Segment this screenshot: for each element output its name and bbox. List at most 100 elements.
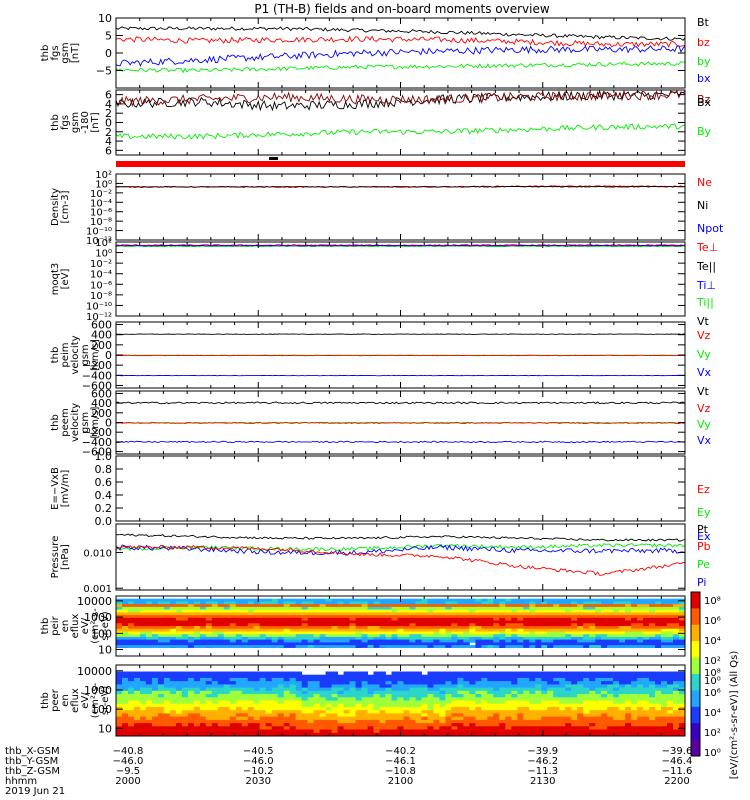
heatmap-cell	[205, 620, 213, 624]
heatmap-cell	[265, 626, 273, 630]
heatmap-cell	[601, 716, 608, 721]
heatmap-cell	[547, 623, 554, 627]
heatmap-cell	[631, 612, 638, 616]
heatmap-cell	[529, 694, 536, 698]
heatmap-cell	[145, 684, 153, 688]
heatmap-cell	[253, 601, 261, 605]
heatmap-cell	[637, 628, 644, 632]
heatmap-cell	[553, 713, 560, 717]
heatmap-cell	[367, 636, 374, 640]
heatmap-cell	[241, 671, 249, 676]
heatmap-cell	[553, 684, 560, 688]
heatmap-cell	[349, 703, 356, 708]
heatmap-cell	[151, 729, 159, 734]
heatmap-cell	[163, 634, 171, 638]
heatmap-cell	[595, 604, 602, 608]
heatmap-cell	[151, 671, 159, 676]
heatmap-cell	[403, 716, 410, 721]
heatmap-cell	[661, 726, 668, 730]
heatmap-cell	[595, 703, 602, 708]
heatmap-cell	[409, 729, 416, 734]
heatmap-cell	[547, 612, 554, 616]
heatmap-cell	[553, 710, 560, 714]
heatmap-cell	[193, 609, 201, 613]
heatmap-cell	[277, 598, 285, 602]
heatmap-cell	[511, 604, 518, 608]
heatmap-cell	[187, 598, 195, 602]
heatmap-cell	[175, 604, 183, 608]
heatmap-cell	[223, 687, 231, 692]
heatmap-cell	[163, 598, 171, 602]
heatmap-cell	[349, 634, 356, 638]
heatmap-cell	[577, 626, 584, 630]
heatmap-cell	[343, 707, 350, 711]
heatmap-cell	[319, 612, 326, 616]
heatmap-cell	[673, 626, 680, 630]
y-tick-label: 1000	[84, 611, 112, 624]
heatmap-cell	[391, 620, 398, 624]
heatmap-cell	[679, 713, 686, 717]
heatmap-cell	[367, 601, 374, 605]
heatmap-cell	[229, 681, 237, 685]
heatmap-cell	[547, 729, 554, 734]
heatmap-cell	[140, 639, 147, 643]
heatmap-cell	[535, 598, 542, 602]
heatmap-cell	[481, 677, 488, 682]
heatmap-cell	[499, 631, 506, 635]
heatmap-cell	[595, 707, 602, 711]
heatmap-cell	[481, 601, 488, 605]
heatmap-cell	[379, 732, 386, 737]
heatmap-cell	[589, 713, 596, 717]
heatmap-cell	[577, 707, 584, 711]
heatmap-cell	[427, 690, 434, 695]
heatmap-cell	[331, 690, 338, 695]
heatmap-cell	[361, 634, 368, 638]
heatmap-cell	[211, 636, 219, 640]
heatmap-cell	[559, 710, 566, 714]
heatmap-cell	[469, 671, 476, 676]
heatmap-cell	[253, 707, 261, 711]
heatmap-cell	[601, 726, 608, 730]
heatmap-cell	[116, 612, 123, 616]
figure-title: P1 (TH-B) fields and on-board moments ov…	[254, 2, 550, 16]
heatmap-cell	[457, 623, 464, 627]
heatmap-cell	[361, 671, 368, 676]
heatmap-cell	[355, 674, 362, 679]
heatmap-cell	[331, 703, 338, 708]
heatmap-cell	[343, 631, 350, 635]
heatmap-cell	[583, 684, 590, 688]
heatmap-cell	[535, 636, 542, 640]
heatmap-cell	[565, 631, 572, 635]
heatmap-cell	[325, 645, 332, 649]
heatmap-cell	[301, 639, 309, 643]
heatmap-cell	[163, 710, 171, 714]
heatmap-cell	[181, 716, 189, 721]
heatmap-cell	[253, 677, 261, 682]
heatmap-cell	[559, 690, 566, 695]
heatmap-cell	[367, 628, 374, 632]
heatmap-cell	[193, 707, 201, 711]
heatmap-cell	[175, 634, 183, 638]
colorbar-title: [eV/(cm²-s-sr-eV)] (All Qs)	[729, 651, 740, 780]
heatmap-cell	[559, 598, 566, 602]
heatmap-cell	[169, 697, 177, 701]
heatmap-cell	[163, 707, 171, 711]
heatmap-cell	[631, 620, 638, 624]
heatmap-cell	[373, 710, 380, 714]
heatmap-cell	[373, 713, 380, 717]
heatmap-cell	[397, 609, 404, 613]
heatmap-cell	[505, 631, 512, 635]
heatmap-cell	[223, 609, 231, 613]
heatmap-cell	[265, 606, 273, 610]
heatmap-cell	[469, 626, 476, 630]
heatmap-cell	[511, 694, 518, 698]
heatmap-cell	[385, 719, 392, 724]
heatmap-cell	[331, 677, 338, 682]
heatmap-cell	[553, 703, 560, 708]
heatmap-cell	[122, 700, 129, 705]
heatmap-cell	[307, 601, 315, 605]
heatmap-cell	[229, 634, 237, 638]
heatmap-cell	[331, 710, 338, 714]
heatmap-cell	[457, 609, 464, 613]
